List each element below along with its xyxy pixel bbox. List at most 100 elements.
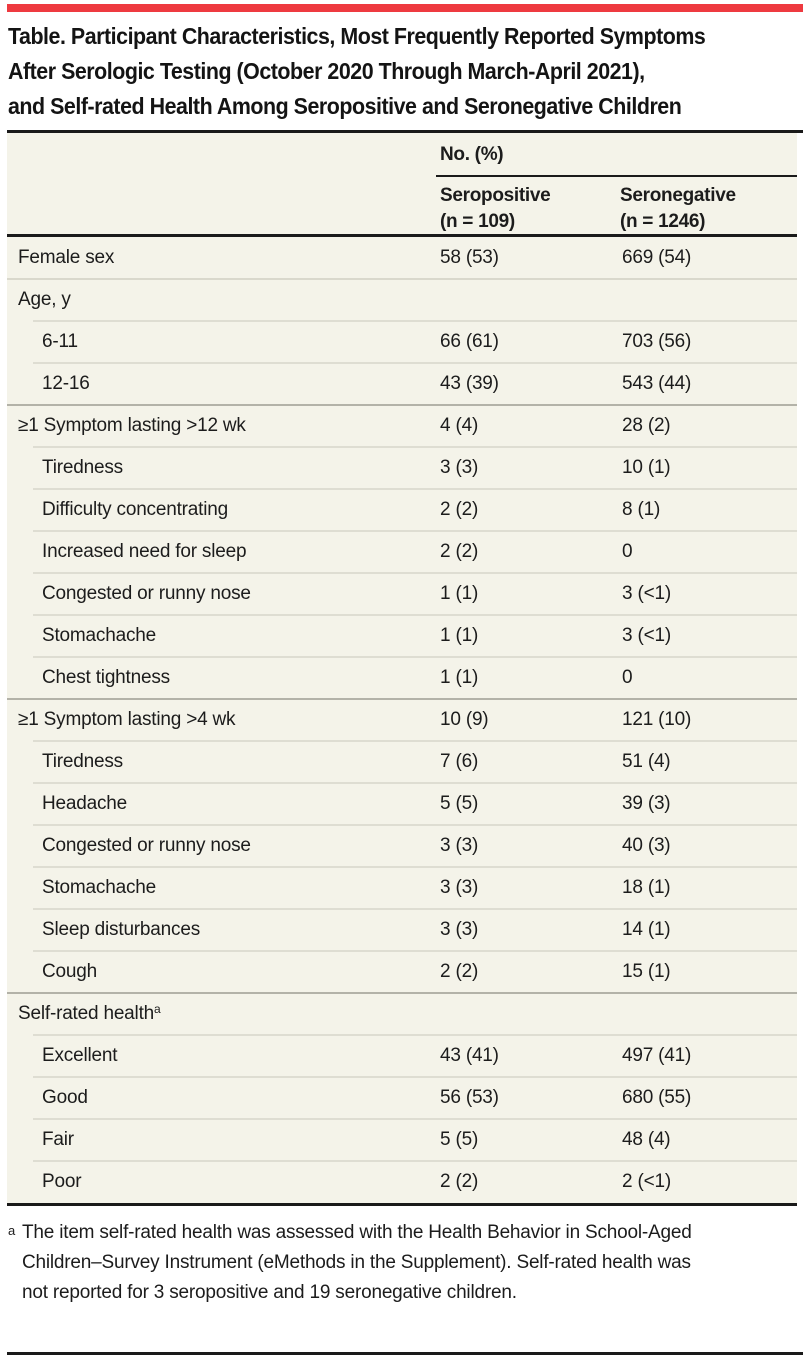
table-row-headache: Headache 5 (5) 39 (3): [7, 782, 797, 825]
table-row-excellent: Excellent 43 (41) 497 (41): [7, 1034, 797, 1077]
row-value-seropositive: 5 (5): [440, 793, 479, 814]
row-label: ≥1 Symptom lasting >4 wk: [18, 709, 236, 730]
row-label: Increased need for sleep: [42, 541, 247, 562]
row-label: Fair: [42, 1129, 74, 1150]
table-row-tiredness-4wk: Tiredness 7 (6) 51 (4): [7, 740, 797, 783]
table-footnote: a The item self-rated health was assessed…: [8, 1218, 712, 1308]
table-row-cough: Cough 2 (2) 15 (1): [7, 950, 797, 993]
row-label: Poor: [42, 1171, 82, 1192]
row-value-seropositive: 1 (1): [440, 625, 479, 646]
row-value-seronegative: 39 (3): [622, 793, 671, 814]
row-value-seronegative: 15 (1): [622, 961, 671, 982]
table-row-poor: Poor 2 (2) 2 (<1): [7, 1160, 797, 1203]
row-value-seronegative: 8 (1): [622, 499, 661, 520]
row-value-seropositive: 3 (3): [440, 877, 479, 898]
column-header-seropositive-name: Seropositive: [440, 185, 551, 206]
row-value-seropositive: 58 (53): [440, 247, 499, 268]
footnote-marker-superscript: a: [154, 1002, 161, 1016]
row-value-seronegative: 2 (<1): [622, 1171, 671, 1192]
table-row-age-6-11: 6-11 66 (61) 703 (56): [7, 320, 797, 363]
row-value-seronegative: 10 (1): [622, 457, 671, 478]
row-value-seropositive: 5 (5): [440, 1129, 479, 1150]
table-row-tiredness-12wk: Tiredness 3 (3) 10 (1): [7, 446, 797, 489]
row-value-seronegative: 669 (54): [622, 247, 692, 268]
row-value-seropositive: 3 (3): [440, 919, 479, 940]
table-row-congested-nose-4wk: Congested or runny nose 3 (3) 40 (3): [7, 824, 797, 867]
row-label: Congested or runny nose: [42, 835, 251, 856]
row-label: Difficulty concentrating: [42, 499, 228, 520]
row-value-seronegative: 51 (4): [622, 751, 671, 772]
row-label: Good: [42, 1087, 88, 1108]
row-value-seropositive: 56 (53): [440, 1087, 499, 1108]
row-value-seropositive: 43 (41): [440, 1045, 499, 1066]
table-row-symptom-12wk: ≥1 Symptom lasting >12 wk 4 (4) 28 (2): [7, 404, 797, 447]
row-value-seropositive: 43 (39): [440, 373, 499, 394]
column-header-seronegative: Seronegative (n = 1246): [620, 183, 797, 235]
row-value-seropositive: 2 (2): [440, 1171, 479, 1192]
row-value-seropositive: 7 (6): [440, 751, 479, 772]
table-row-stomachache-12wk: Stomachache 1 (1) 3 (<1): [7, 614, 797, 657]
table-title-line-1: Table. Participant Characteristics, Most…: [8, 23, 706, 49]
column-headers: Seropositive (n = 109) Seronegative (n =…: [436, 183, 797, 235]
row-value-seronegative: 703 (56): [622, 331, 692, 352]
row-value-seropositive: 1 (1): [440, 583, 479, 604]
title-divider-rule: [7, 130, 803, 133]
row-value-seronegative: 14 (1): [622, 919, 671, 940]
table-row-sleep-disturbances: Sleep disturbances 3 (3) 14 (1): [7, 908, 797, 951]
table-row-good: Good 56 (53) 680 (55): [7, 1076, 797, 1119]
row-value-seropositive: 66 (61): [440, 331, 499, 352]
row-value-seronegative: 680 (55): [622, 1087, 692, 1108]
row-label: Tiredness: [42, 457, 123, 478]
table-row-self-rated-health-group: Self-rated healtha: [7, 992, 797, 1035]
table-row-age-12-16: 12-16 43 (39) 543 (44): [7, 362, 797, 405]
row-label: Headache: [42, 793, 128, 814]
table-row-age-group: Age, y: [7, 278, 797, 321]
row-value-seropositive: 1 (1): [440, 667, 479, 688]
table-row-congested-nose-12wk: Congested or runny nose 1 (1) 3 (<1): [7, 572, 797, 615]
row-label: Stomachache: [42, 877, 156, 898]
row-label: Chest tightness: [42, 667, 170, 688]
column-header-seronegative-name: Seronegative: [620, 185, 736, 206]
row-value-seropositive: 3 (3): [440, 457, 479, 478]
row-value-seronegative: 40 (3): [622, 835, 671, 856]
row-value-seropositive: 10 (9): [440, 709, 489, 730]
row-value-seropositive: 3 (3): [440, 835, 479, 856]
table-row-difficulty-concentrating: Difficulty concentrating 2 (2) 8 (1): [7, 488, 797, 531]
row-value-seronegative: 121 (10): [622, 709, 692, 730]
footnote-text: The item self-rated health was assessed …: [22, 1222, 692, 1303]
row-label: Female sex: [18, 247, 115, 268]
header-spanner-label: No. (%): [436, 143, 797, 177]
header-spanner: No. (%) Seropositive (n = 109) Seronegat…: [436, 143, 797, 235]
row-value-seropositive: 2 (2): [440, 541, 479, 562]
table-row-fair: Fair 5 (5) 48 (4): [7, 1118, 797, 1161]
table-row-stomachache-4wk: Stomachache 3 (3) 18 (1): [7, 866, 797, 909]
row-value-seropositive: 2 (2): [440, 961, 479, 982]
table-row-chest-tightness: Chest tightness 1 (1) 0: [7, 656, 797, 699]
table-title-line-3: and Self-rated Health Among Seropositive…: [8, 93, 682, 119]
table-title: Table. Participant Characteristics, Most…: [8, 19, 802, 124]
row-value-seropositive: 2 (2): [440, 499, 479, 520]
column-header-seropositive-n: (n = 109): [440, 211, 515, 232]
row-label: Stomachache: [42, 625, 156, 646]
table-title-line-2: After Serologic Testing (October 2020 Th…: [8, 58, 645, 84]
row-label: 12-16: [42, 373, 90, 394]
column-header-seropositive: Seropositive (n = 109): [440, 183, 620, 235]
row-value-seronegative: 18 (1): [622, 877, 671, 898]
row-value-seronegative: 0: [622, 541, 633, 562]
row-label: Cough: [42, 961, 97, 982]
table-header: No. (%) Seropositive (n = 109) Seronegat…: [7, 133, 797, 237]
row-value-seropositive: 4 (4): [440, 415, 479, 436]
data-table: No. (%) Seropositive (n = 109) Seronegat…: [7, 133, 797, 1206]
row-value-seronegative: 3 (<1): [622, 583, 671, 604]
row-value-seronegative: 28 (2): [622, 415, 671, 436]
row-label: Excellent: [42, 1045, 118, 1066]
row-label: Self-rated healtha: [7, 1002, 440, 1025]
footnote-marker: a: [8, 1223, 16, 1238]
row-label: Sleep disturbances: [42, 919, 201, 940]
row-value-seronegative: 543 (44): [622, 373, 692, 394]
row-label: Tiredness: [42, 751, 123, 772]
row-label: Congested or runny nose: [42, 583, 251, 604]
table-row-symptom-4wk: ≥1 Symptom lasting >4 wk 10 (9) 121 (10): [7, 698, 797, 741]
row-label-text: Self-rated health: [18, 1003, 155, 1024]
